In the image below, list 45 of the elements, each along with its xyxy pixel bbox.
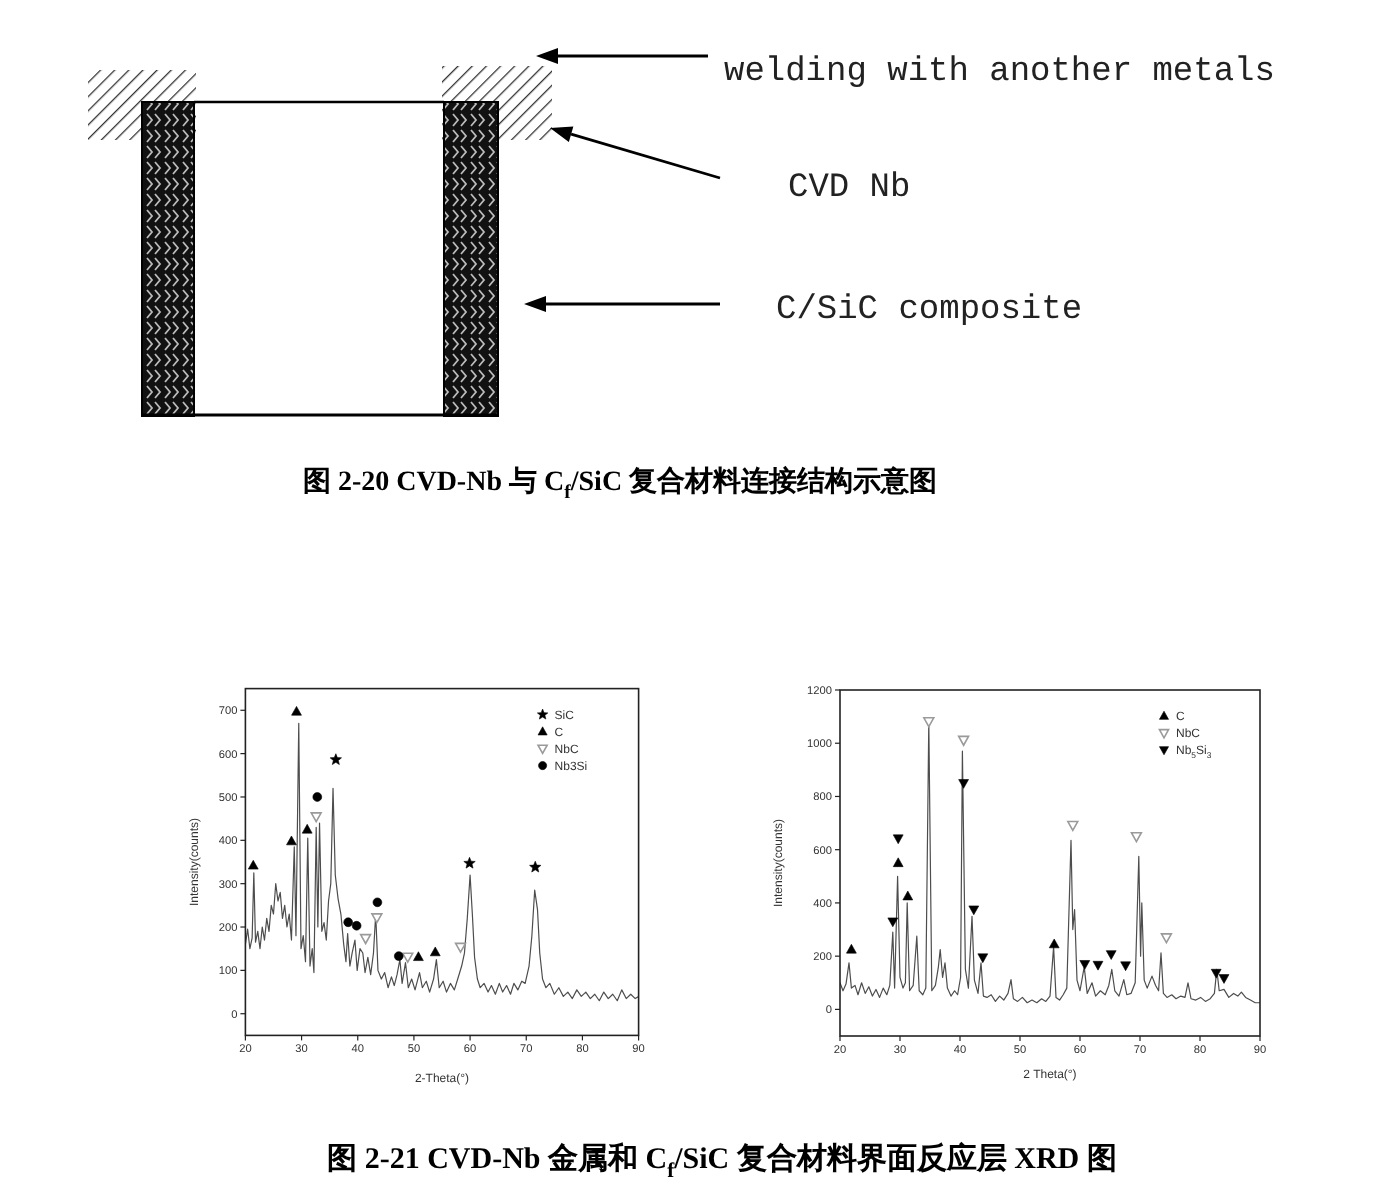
- point: [301, 823, 313, 834]
- point: [923, 716, 935, 728]
- point: [430, 946, 441, 957]
- point: [312, 792, 323, 802]
- point: [887, 917, 899, 928]
- point: [892, 834, 904, 845]
- point: [343, 917, 353, 927]
- text: CVD Nb: [788, 170, 911, 208]
- point: [402, 952, 414, 963]
- point: [1210, 968, 1222, 979]
- point: [413, 951, 424, 961]
- point: [977, 953, 989, 963]
- point: [846, 944, 857, 954]
- text: 图 2-21 CVD-Nb 金属和 C$_{f}$/SiC 复合材料界面反应层 XRD 图: [327, 1140, 1117, 1183]
- point: [463, 857, 476, 869]
- point: [529, 860, 542, 873]
- point: [310, 812, 322, 823]
- point: [958, 779, 969, 789]
- point: [286, 835, 297, 846]
- point: [1130, 831, 1143, 843]
- point: [454, 942, 467, 953]
- point: [1079, 960, 1091, 970]
- point: [1067, 820, 1079, 832]
- text: C/SiC composite: [776, 292, 1083, 330]
- point: [902, 890, 914, 901]
- point: [371, 913, 383, 924]
- point: [1218, 974, 1230, 984]
- point: [1092, 961, 1104, 971]
- point: [359, 933, 372, 945]
- point: [291, 706, 302, 716]
- point: [892, 857, 904, 867]
- point: [248, 859, 259, 870]
- point: [1105, 950, 1117, 960]
- point: [1120, 961, 1131, 971]
- point: [968, 905, 980, 916]
- text: 图 2-20 CVD-Nb 与 C$_{f}$/SiC 复合材料连接结构示意图: [302, 464, 938, 505]
- line-series: [245, 722, 639, 1002]
- point: [1048, 938, 1060, 949]
- text: welding with another metals: [724, 54, 1275, 92]
- point: [394, 951, 404, 961]
- point: [372, 897, 383, 908]
- point: [351, 921, 362, 931]
- point: [957, 735, 970, 747]
- point: [329, 753, 342, 765]
- point: [1160, 933, 1173, 944]
